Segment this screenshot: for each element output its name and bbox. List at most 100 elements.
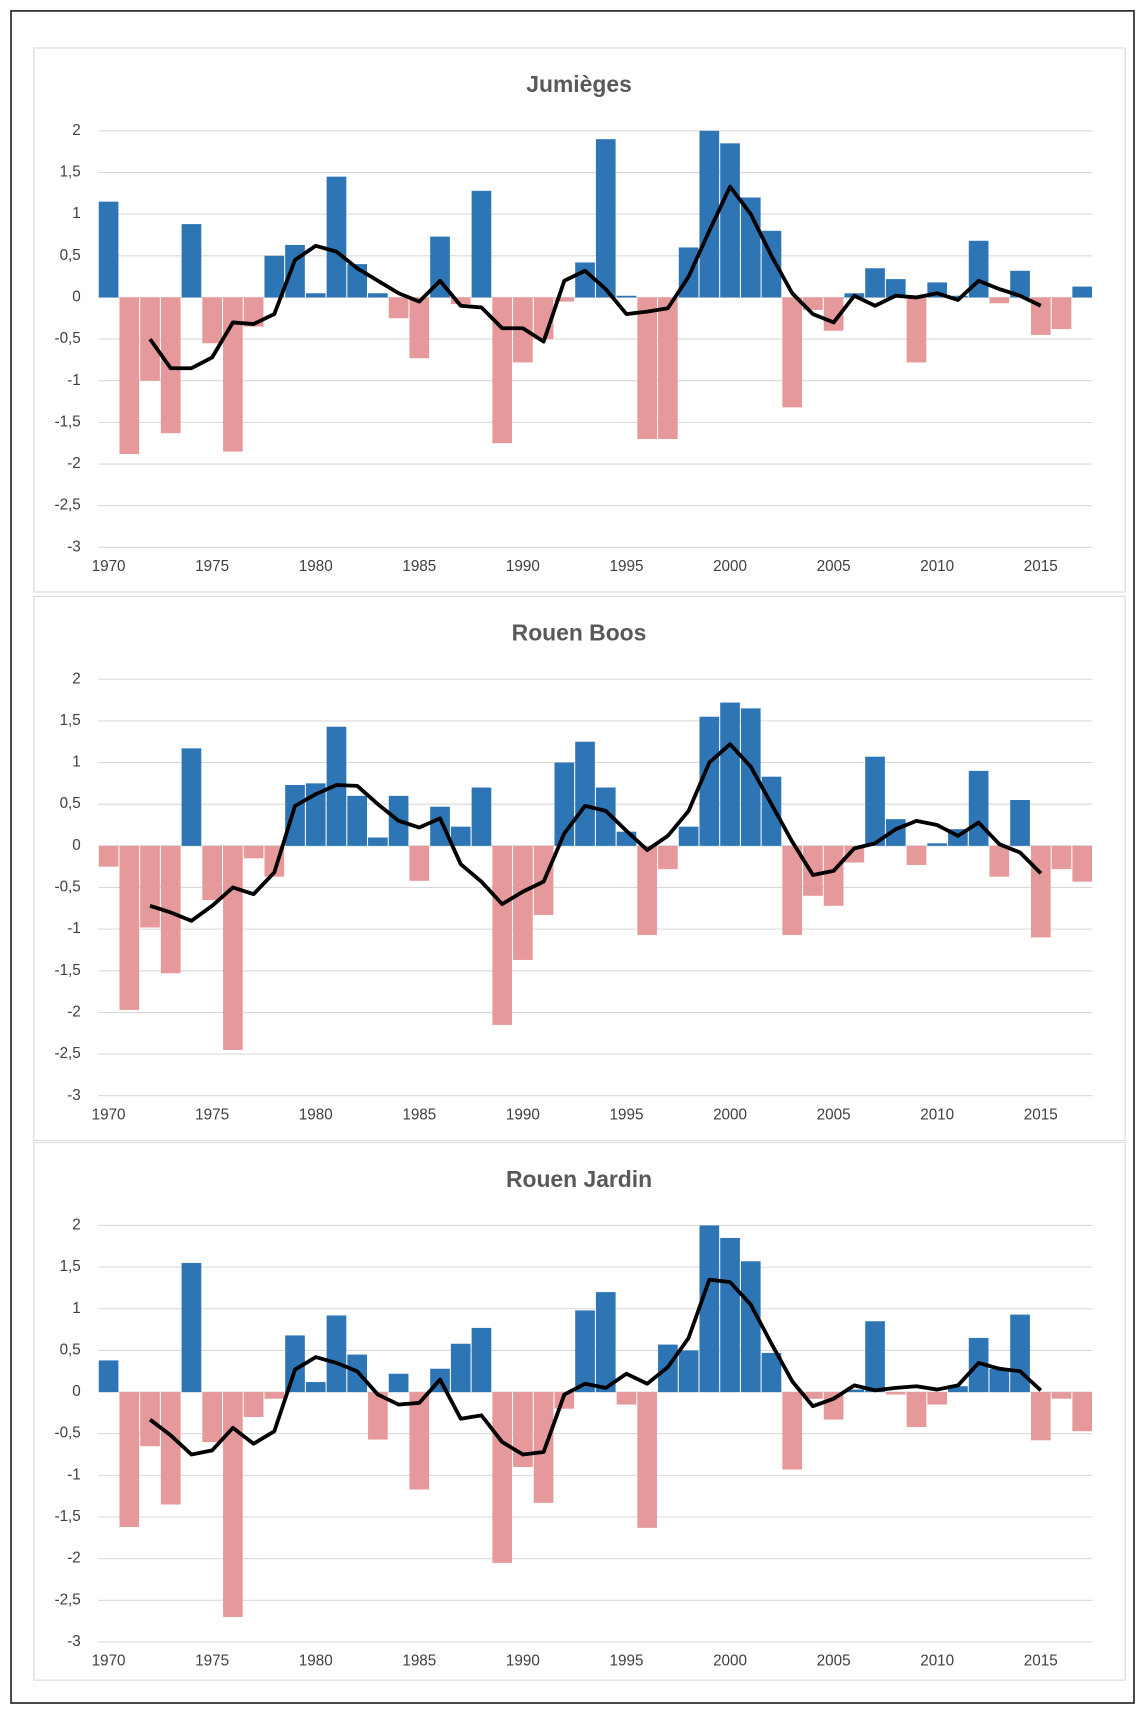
bar [1072, 1392, 1093, 1432]
chart-title: Jumièges [526, 71, 632, 97]
x-tick-label: 1980 [299, 1653, 333, 1670]
x-tick-label: 2005 [817, 558, 851, 575]
x-tick-label: 1990 [506, 558, 540, 575]
y-tick-label: -2,5 [55, 1045, 81, 1062]
bar [181, 1262, 202, 1393]
bar [243, 297, 264, 327]
y-tick-label: 1 [72, 1300, 80, 1317]
y-tick-label: -0,5 [55, 330, 81, 347]
y-tick-label: -0,5 [55, 879, 81, 896]
bar [264, 255, 285, 298]
bar [906, 845, 927, 865]
bar [554, 297, 575, 302]
bar [637, 1392, 658, 1528]
y-tick-label: 1 [72, 754, 80, 771]
bar [1030, 1392, 1051, 1441]
bar [181, 748, 202, 846]
bar [243, 845, 264, 859]
bar [885, 1392, 906, 1395]
bar [388, 1373, 409, 1393]
bar [119, 1392, 140, 1528]
bar [492, 845, 513, 1025]
bar [160, 845, 181, 974]
y-tick-label: 0,5 [60, 1341, 81, 1358]
bar [865, 1321, 885, 1393]
bar [285, 1335, 305, 1393]
x-tick-label: 2000 [713, 1653, 747, 1670]
bar [989, 1368, 1010, 1393]
bar [761, 1352, 782, 1393]
bar [616, 1392, 637, 1405]
bar [948, 1386, 968, 1393]
bar [243, 1392, 264, 1418]
x-tick-label: 2005 [817, 1653, 851, 1670]
bar [844, 1389, 865, 1393]
chart-panel: Rouen Boos 2 1,5 1 0,5 0 -0,5 -1 -1,5 -2 -2,5 -3 197… [33, 595, 1126, 1141]
bar [430, 236, 450, 298]
y-tick-label: 1,5 [60, 712, 81, 729]
y-tick-label: -3 [67, 1087, 81, 1104]
bar [803, 845, 823, 896]
bar [1010, 1314, 1030, 1393]
bar [782, 297, 803, 408]
bar [782, 845, 803, 935]
bar [326, 176, 347, 298]
bar [885, 279, 906, 298]
x-tick-label: 2010 [920, 1653, 954, 1670]
x-tick-label: 1985 [402, 558, 436, 575]
moving-average-line [148, 184, 1042, 371]
bar [637, 297, 658, 440]
bar [989, 845, 1010, 877]
bar [471, 787, 492, 846]
bar [326, 1315, 347, 1393]
y-tick-label: -1,5 [55, 962, 81, 979]
bar [450, 1343, 471, 1393]
x-tick-label: 1990 [506, 1653, 540, 1670]
bar [865, 756, 885, 846]
x-tick-label: 1985 [402, 1653, 436, 1670]
y-tick-label: -1 [67, 920, 81, 937]
bar [1051, 297, 1072, 330]
bar [285, 785, 305, 846]
bar [409, 1392, 430, 1490]
bar [368, 837, 388, 846]
bar [264, 1392, 285, 1399]
bar [492, 1392, 513, 1563]
x-tick-label: 1995 [609, 558, 643, 575]
x-tick-label: 1975 [195, 558, 229, 575]
y-tick-label: 0,5 [60, 795, 81, 812]
bar [823, 845, 844, 906]
bar [202, 845, 223, 900]
bar [140, 1392, 160, 1447]
x-tick-label: 1980 [299, 558, 333, 575]
bar [906, 297, 927, 363]
bar [595, 139, 616, 298]
bar [140, 845, 160, 928]
y-tick-label: 0 [72, 837, 80, 854]
y-tick-label: -2 [67, 455, 81, 472]
bar [1010, 800, 1030, 846]
bar [202, 1392, 223, 1443]
y-tick-label: -0,5 [55, 1425, 81, 1442]
bar [223, 845, 243, 1050]
bar [968, 770, 989, 846]
bar [1072, 286, 1093, 298]
bar [699, 716, 720, 846]
bar [720, 702, 740, 846]
bar [927, 843, 948, 846]
bar [1010, 270, 1030, 298]
x-tick-label: 2000 [713, 1106, 747, 1123]
bar [98, 1360, 119, 1393]
y-tick-label: 2 [72, 670, 80, 687]
bar [450, 297, 471, 305]
y-tick-label: -1 [67, 1466, 81, 1483]
bar [678, 826, 699, 846]
bar [450, 826, 471, 846]
bar [285, 244, 305, 298]
x-tick-label: 1970 [92, 1653, 126, 1670]
bar [347, 795, 368, 846]
x-tick-label: 1995 [609, 1106, 643, 1123]
x-tick-label: 1980 [299, 1106, 333, 1123]
bar [388, 297, 409, 319]
y-tick-label: 0 [72, 288, 80, 305]
